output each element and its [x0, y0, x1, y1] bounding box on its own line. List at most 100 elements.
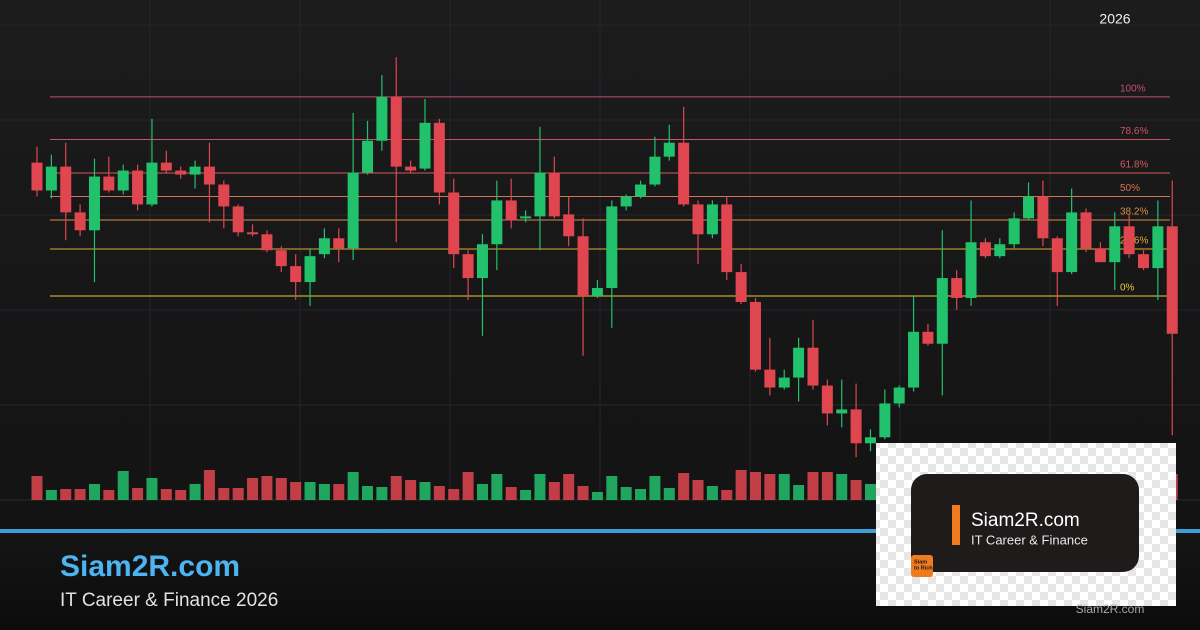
fib-label: 0%: [1120, 283, 1135, 294]
site-subtitle: IT Career & Finance 2026: [60, 590, 278, 611]
candle-body: [563, 214, 575, 237]
candle-body: [1109, 226, 1121, 263]
volume-bar: [247, 478, 259, 500]
candle-body: [1037, 196, 1049, 239]
site-title: Siam2R.com: [60, 550, 240, 583]
volume-bar: [778, 474, 790, 500]
candle-body: [750, 301, 761, 370]
candle-body: [620, 196, 632, 207]
fib-label: 78.6%: [1120, 126, 1148, 137]
volume-bar: [663, 488, 675, 500]
volume-bar: [864, 484, 876, 500]
candle-body: [318, 238, 330, 255]
candle-body: [203, 166, 215, 185]
volume-bar: [31, 476, 43, 500]
volume-bar: [74, 489, 86, 500]
volume-bar: [793, 485, 805, 500]
volume-bar: [750, 472, 761, 500]
candle-body: [908, 331, 920, 388]
logo-title: Siam2R.com: [971, 510, 1080, 531]
volume-bar: [721, 490, 733, 500]
logo-panel: [911, 474, 1139, 572]
volume-bar: [304, 482, 316, 500]
candle-body: [706, 204, 718, 235]
candle-body: [505, 200, 517, 221]
candle-body: [893, 387, 905, 404]
candle-body: [132, 170, 144, 205]
volume-bar: [275, 478, 287, 500]
volume-bar: [764, 474, 776, 500]
candle-body: [247, 232, 259, 235]
candle-body: [721, 204, 733, 273]
volume-bar: [160, 489, 172, 500]
candle-body: [304, 256, 316, 283]
volume-bar: [635, 489, 647, 500]
candle-body: [333, 238, 345, 249]
candle-body: [936, 278, 948, 344]
candle-body: [175, 170, 187, 175]
volume-bar: [117, 471, 129, 500]
volume-bar: [88, 484, 100, 500]
volume-bar: [376, 487, 388, 500]
volume-bar: [60, 489, 72, 500]
candle-body: [160, 162, 172, 171]
volume-bar: [232, 488, 244, 500]
candle-body: [663, 142, 675, 157]
candle-body: [548, 172, 560, 217]
candle-body: [419, 122, 431, 169]
candle-body: [678, 142, 690, 205]
volume-bar: [290, 482, 302, 500]
volume-bar: [620, 487, 632, 500]
volume-bar: [649, 476, 661, 500]
candle-body: [1008, 218, 1020, 245]
candle-body: [189, 166, 201, 175]
volume-bar: [476, 484, 488, 500]
candles: [31, 57, 1178, 458]
logo-badge-text: to Rich: [914, 565, 933, 571]
candle-body: [534, 172, 546, 217]
candle-body: [1066, 212, 1078, 273]
candle-body: [1023, 196, 1035, 219]
candle-body: [275, 250, 287, 267]
candle-body: [31, 162, 43, 191]
volume-bar: [333, 484, 345, 500]
volume-bar: [548, 482, 560, 500]
logo-badge: [911, 555, 933, 577]
candle-body: [45, 166, 57, 191]
candle-body: [649, 156, 661, 185]
volume-bar: [534, 474, 546, 500]
candle-body: [922, 331, 934, 344]
candle-body: [836, 409, 848, 414]
logo-subtitle: IT Career & Finance: [971, 532, 1088, 547]
candle-body: [879, 403, 891, 438]
candle-body: [462, 254, 474, 279]
volume-bar: [347, 472, 359, 500]
volume-bar: [146, 478, 158, 500]
logo-badge-text: Siam: [914, 559, 927, 565]
candle-body: [448, 192, 460, 255]
candle-body: [965, 242, 977, 298]
volume-bar: [261, 476, 273, 500]
candle-body: [433, 122, 445, 193]
volume-bar: [462, 472, 474, 500]
volume-bar: [821, 472, 833, 500]
candle-body: [261, 234, 273, 251]
candle-body: [290, 266, 302, 283]
volume-bar: [448, 489, 460, 500]
candle-body: [476, 244, 488, 279]
candle-body: [979, 242, 991, 257]
candle-body: [88, 176, 100, 231]
candle-body: [1137, 254, 1149, 269]
volume-bar: [591, 492, 603, 500]
volume-bar: [807, 472, 819, 500]
candle-body: [520, 216, 532, 219]
candle-body: [103, 176, 115, 191]
volume-bar: [203, 470, 215, 500]
volume-bar: [563, 474, 575, 500]
footer-rule: [0, 529, 1200, 533]
candle-body: [491, 200, 503, 245]
candle-body: [635, 184, 647, 197]
candle-body: [376, 96, 388, 141]
